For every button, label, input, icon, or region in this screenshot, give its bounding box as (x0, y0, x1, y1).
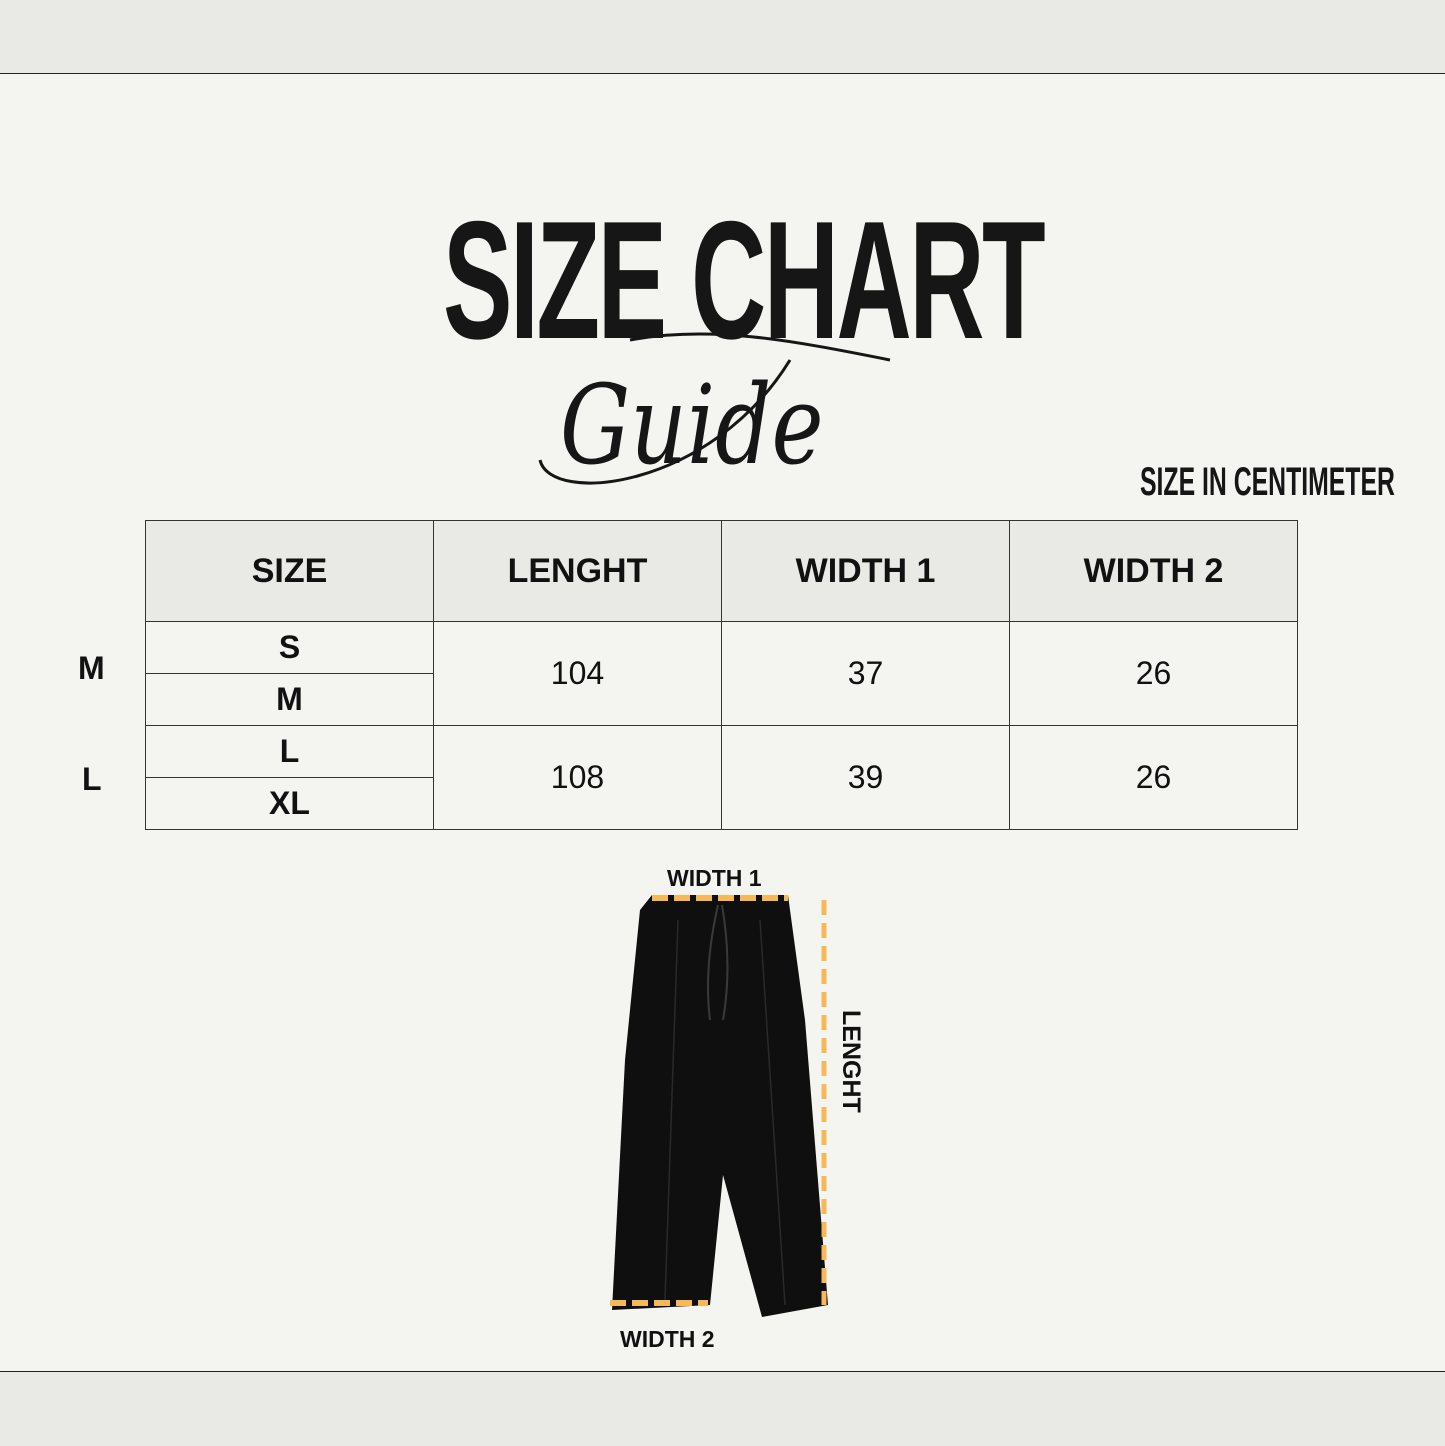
bottom-band (0, 1371, 1445, 1446)
table-row: XL (145, 777, 1298, 830)
size-cell: L (145, 725, 434, 778)
table-header-row: SIZE LENGHT WIDTH 1 WIDTH 2 (145, 520, 1298, 622)
lenght-cell: 104 (433, 621, 722, 726)
size-cell: M (145, 673, 434, 726)
lenght-cell: 108 (433, 725, 722, 830)
width2-label: WIDTH 2 (620, 1326, 715, 1352)
guide-swash (538, 332, 891, 485)
col-width1: WIDTH 1 (721, 520, 1010, 622)
size-cell: XL (145, 777, 434, 830)
width1-cell: 37 (721, 621, 1010, 726)
col-size: SIZE (145, 520, 434, 622)
page-subtitle: Guide (560, 361, 824, 489)
width2-cell: 26 (1009, 621, 1298, 726)
width1-label: WIDTH 1 (667, 865, 762, 891)
unit-note: SIZE IN CENTIMETER (1140, 460, 1395, 504)
group-label-l: L (82, 761, 102, 797)
table-row: L 108 39 26 (145, 725, 1298, 830)
col-width2: WIDTH 2 (1009, 520, 1298, 622)
size-cell: S (145, 621, 434, 674)
table-row: S 104 37 26 (145, 621, 1298, 726)
group-label-m: M (78, 650, 105, 686)
top-band (0, 0, 1445, 74)
width2-cell: 26 (1009, 725, 1298, 830)
lenght-label: LENGHT (837, 1010, 865, 1113)
pants-diagram (610, 895, 828, 1317)
width1-cell: 39 (721, 725, 1010, 830)
size-table: SIZE LENGHT WIDTH 1 WIDTH 2 S 104 37 26 … (145, 520, 1298, 830)
col-lenght: LENGHT (433, 520, 722, 622)
pants-illustration (612, 895, 828, 1317)
table-row: M (145, 673, 1298, 726)
